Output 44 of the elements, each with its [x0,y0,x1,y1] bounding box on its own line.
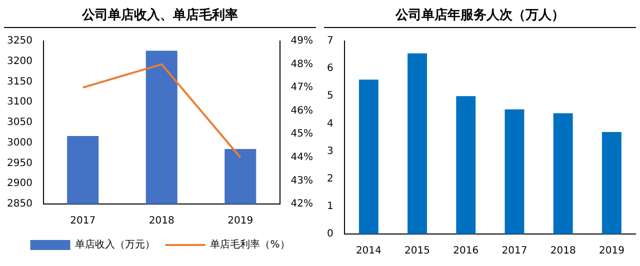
bar [602,132,622,234]
bar [504,109,524,234]
x-tick-label: 2019 [228,216,254,227]
y2-tick-label: 43% [290,175,314,186]
y-tick-label: 0 [326,228,334,240]
y-tick-label: 2950 [6,158,32,169]
y2-tick-label: 48% [290,58,314,70]
x-tick-label: 2016 [453,246,479,257]
y2-tick-label: 42% [290,198,314,210]
bar [456,96,476,234]
y-tick-label: 3050 [6,117,32,128]
x-tick-label: 2019 [598,246,624,257]
y-tick-label: 3150 [6,76,32,88]
y-tick-label: 7 [326,36,334,47]
legend-label: 单店毛利率（%） [210,238,290,251]
y2-tick-label: 49% [290,36,314,47]
y-tick-label: 4 [326,118,334,130]
bar [553,113,573,234]
bar [408,53,427,234]
x-tick-label: 2018 [148,216,174,227]
x-tick-label: 2017 [502,246,528,257]
y-tick-label: 3 [326,146,334,157]
x-tick-label: 2018 [550,246,576,257]
y-tick-label: 2850 [6,198,32,210]
x-tick-label: 2014 [356,246,382,257]
y2-tick-label: 46% [290,105,314,116]
legend-label: 单店收入（万元） [75,238,156,251]
y2-tick-label: 47% [290,82,314,94]
y-tick-label: 5 [326,90,334,102]
x-tick-label: 2015 [404,246,430,257]
chart-title: 公司单店收入、单店毛利率 [4,6,316,28]
x-tick-label: 2017 [70,216,96,227]
bar [358,80,378,234]
y-tick-label: 3000 [6,137,32,148]
y-tick-label: 2900 [6,178,32,190]
y-tick-label: 3100 [6,96,32,108]
y-tick-label: 3250 [6,36,32,47]
y-tick-label: 2 [326,173,334,184]
chart-title: 公司单店年服务人次（万人） [324,6,636,28]
y-tick-label: 3200 [6,56,32,67]
y-tick-label: 6 [326,63,334,74]
y2-tick-label: 45% [290,128,314,140]
y-tick-label: 1 [326,201,334,212]
y2-tick-label: 44% [290,152,314,164]
